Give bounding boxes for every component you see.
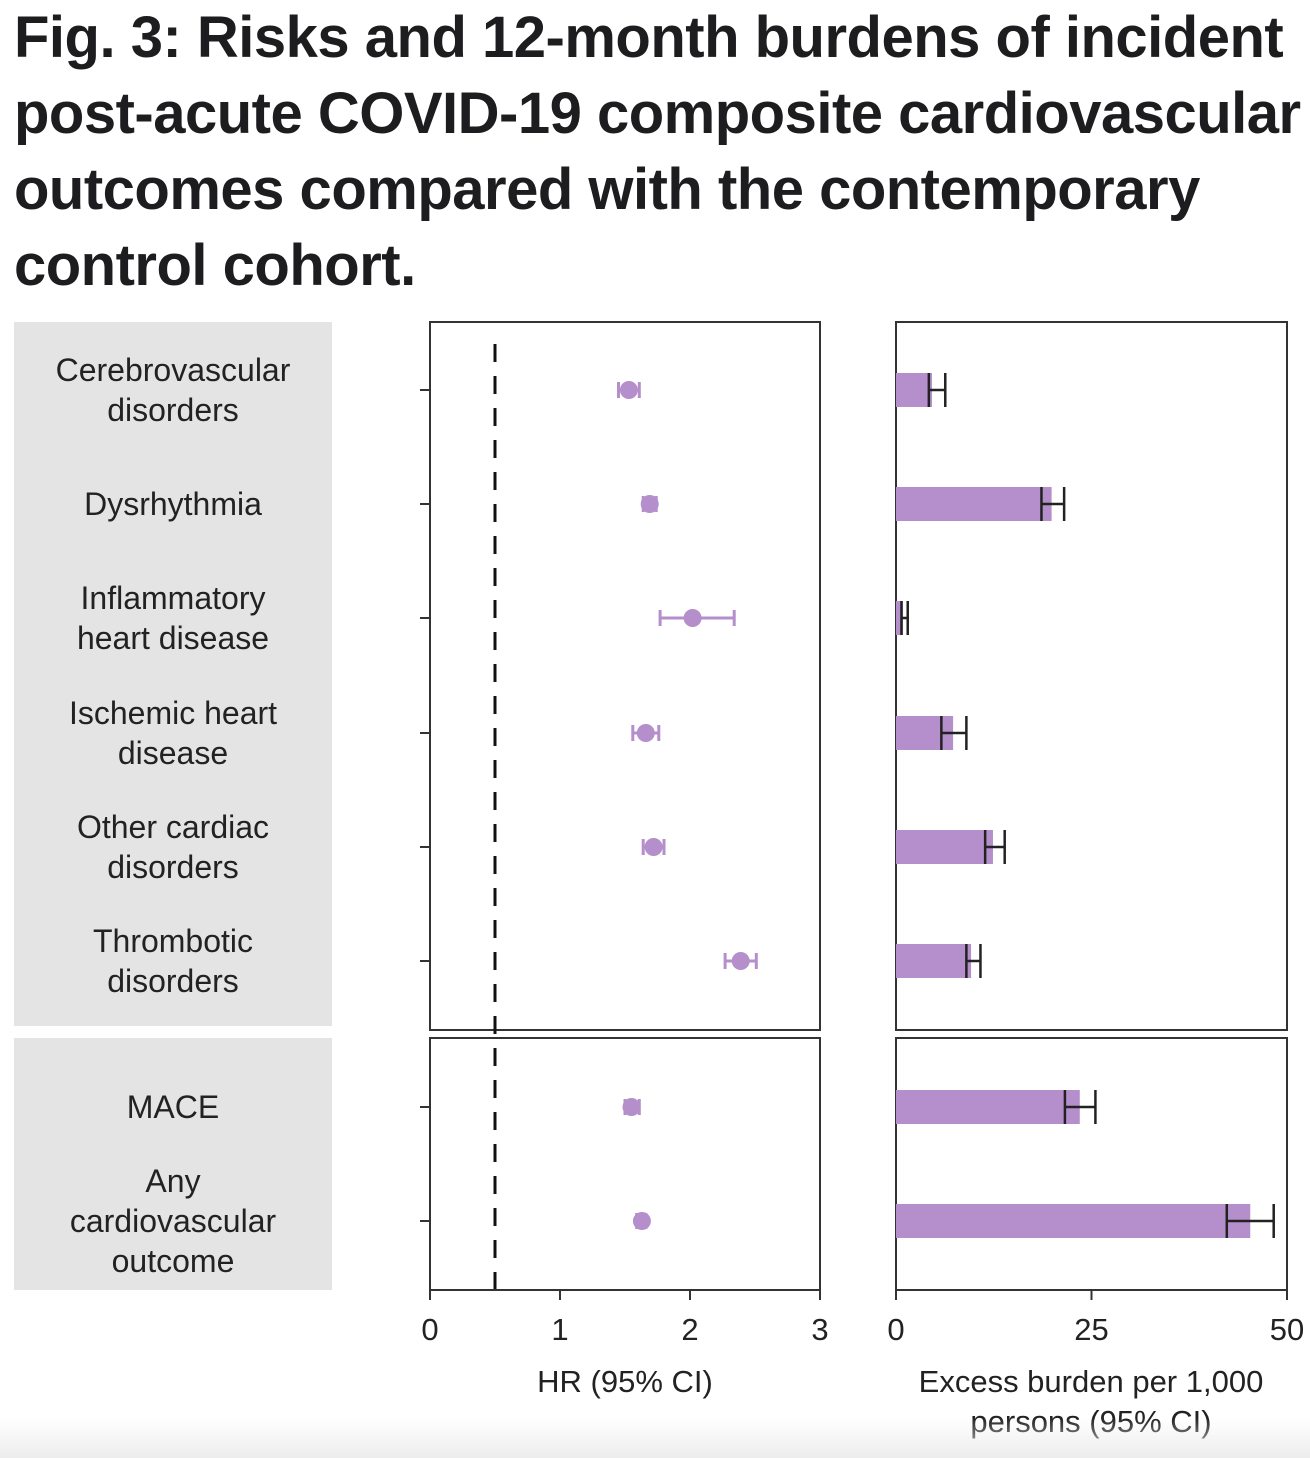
row-label: Ischemic heart xyxy=(69,695,277,731)
hr-marks xyxy=(420,381,758,1230)
burden-bar xyxy=(896,830,993,864)
burden-bar xyxy=(896,487,1052,521)
row-label: MACE xyxy=(127,1089,219,1125)
hr-panel-individual xyxy=(429,321,821,1031)
hr-tick-label: 3 xyxy=(811,1312,828,1347)
burden-tick-label: 0 xyxy=(887,1312,904,1347)
label-panel-individual xyxy=(14,322,332,1026)
row-label: Any xyxy=(145,1163,200,1199)
row-label: Inflammatory xyxy=(81,580,266,616)
burden-axis: 0 25 50 xyxy=(887,1289,1304,1347)
label-panel-composite xyxy=(14,1038,332,1290)
row-label: disorders xyxy=(107,392,239,428)
burden-tick-label: 50 xyxy=(1270,1312,1304,1347)
burden-axis-title-line-1: Excess burden per 1,000 xyxy=(919,1364,1264,1399)
hr-tick-label: 1 xyxy=(551,1312,568,1347)
hr-point xyxy=(640,495,659,513)
hr-axis: 0 1 2 3 xyxy=(421,1289,829,1347)
burden-bar xyxy=(896,1090,1080,1124)
hr-point xyxy=(622,1098,641,1116)
burden-tick-label: 25 xyxy=(1074,1312,1108,1347)
row-label: disorders xyxy=(107,963,239,999)
hr-point xyxy=(683,609,702,627)
row-label: heart disease xyxy=(77,620,269,656)
burden-bar xyxy=(896,1204,1251,1238)
row-label: Thrombotic xyxy=(93,923,253,959)
hr-point xyxy=(731,952,750,970)
hr-panel-composite xyxy=(429,1037,821,1291)
row-label: Other cardiac xyxy=(77,809,269,845)
hr-point xyxy=(632,1212,651,1230)
burden-panel-individual xyxy=(895,321,1288,1031)
hr-point xyxy=(619,381,638,399)
row-label: outcome xyxy=(112,1243,235,1279)
burden-bar xyxy=(896,373,932,407)
burden-marks xyxy=(896,373,1275,1238)
row-label: Dysrhythmia xyxy=(84,486,262,522)
burden-panel-composite xyxy=(895,1037,1288,1291)
hr-tick-label: 0 xyxy=(421,1312,438,1347)
figure-title: Fig. 3: Risks and 12-month burdens of in… xyxy=(14,5,1301,298)
hr-tick-label: 2 xyxy=(681,1312,698,1347)
hr-point xyxy=(644,838,663,856)
row-label: disease xyxy=(118,735,228,771)
burden-bar xyxy=(896,601,904,635)
bottom-fade xyxy=(0,1418,1310,1458)
hr-point xyxy=(636,724,655,742)
row-labels: Cerebrovascular disorders Dysrhythmia Infla… xyxy=(56,352,291,1279)
hr-axis-title: HR (95% CI) xyxy=(537,1364,713,1399)
burden-bar xyxy=(896,944,972,978)
row-label: Cerebrovascular xyxy=(56,352,291,388)
row-label: disorders xyxy=(107,849,239,885)
row-label: cardiovascular xyxy=(70,1203,277,1239)
